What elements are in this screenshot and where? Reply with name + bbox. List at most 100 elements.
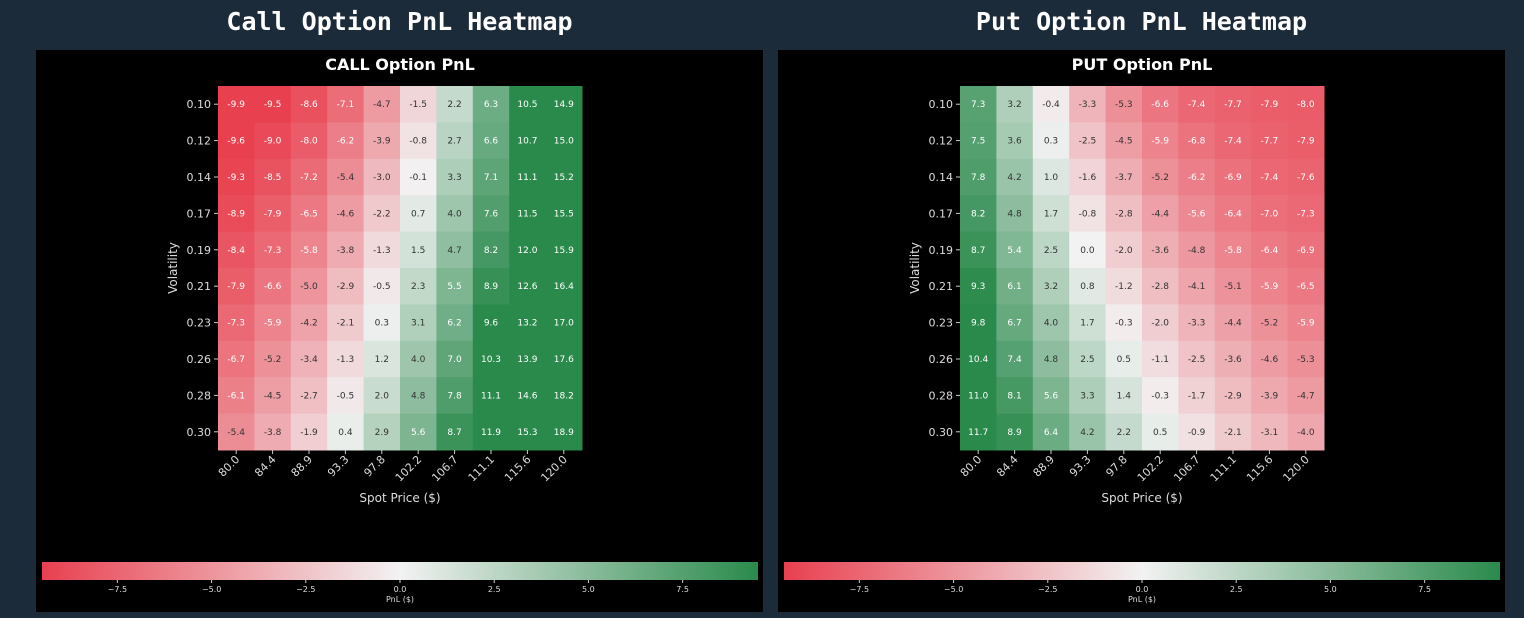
- put-heatmap-cell: [1142, 158, 1179, 196]
- call-heatmap-cell: [545, 377, 583, 415]
- call-x-tick-label: 80.0: [216, 453, 243, 480]
- put-heatmap-cell: [1251, 268, 1289, 305]
- call-heatmap-cell: [436, 304, 474, 342]
- call-y-tick-label: 0.17: [187, 207, 212, 220]
- put-heatmap-cell: [960, 377, 997, 415]
- call-x-tick-label: 84.4: [252, 453, 279, 480]
- call-cell-value-label: -9.6: [227, 137, 245, 147]
- call-heatmap-cell: [363, 195, 401, 233]
- call-cell-value-label: 0.4: [338, 428, 353, 438]
- put-heatmap-cell: [1287, 413, 1325, 451]
- call-heatmap-cell: [545, 195, 583, 233]
- put-cell-value-label: 6.1: [1007, 282, 1021, 292]
- put-cell-value-label: -7.4: [1261, 173, 1279, 183]
- put-heatmap-cell: [996, 158, 1034, 196]
- put-heatmap-cell: [1251, 122, 1289, 160]
- call-heatmap-cell: [436, 340, 474, 378]
- put-heatmap-cell: [996, 413, 1034, 451]
- put-cell-value-label: 8.7: [971, 246, 985, 256]
- call-heatmap-cell: [218, 268, 255, 305]
- call-cell-value-label: 17.0: [554, 319, 574, 329]
- put-heatmap-cell: [960, 86, 997, 123]
- call-cell-value-label: -8.5: [264, 173, 282, 183]
- put-x-tick-label: 111.1: [1208, 453, 1239, 484]
- call-heatmap-cell: [400, 268, 437, 305]
- put-heatmap-cell: [1214, 268, 1252, 305]
- put-cell-value-label: 5.6: [1044, 391, 1059, 401]
- call-heatmap-cell: [509, 195, 547, 233]
- put-colorbar-tick-label: −7.5: [850, 585, 869, 594]
- put-heatmap-cell: [1069, 340, 1107, 378]
- put-colorbar-label: PnL ($): [1128, 595, 1156, 604]
- call-y-tick-label: 0.30: [187, 426, 212, 439]
- put-heatmap-cell: [1251, 413, 1289, 451]
- put-heatmap-cell: [1032, 413, 1070, 451]
- call-heatmap-cell: [290, 413, 328, 451]
- put-section-title: Put Option PnL Heatmap: [975, 7, 1308, 36]
- put-heatmap-cell: [1251, 86, 1289, 123]
- put-heatmap-cell: [1032, 304, 1070, 342]
- put-heatmap-cell: [1069, 268, 1107, 305]
- put-heatmap-cell: [1069, 158, 1107, 196]
- call-heatmap-cell: [327, 377, 365, 415]
- put-heatmap-cell: [1178, 158, 1216, 196]
- put-heatmap-cell: [1251, 195, 1289, 233]
- put-cell-value-label: -5.9: [1297, 319, 1315, 329]
- call-cell-value-label: -6.7: [227, 355, 245, 365]
- call-cell-value-label: 13.2: [517, 319, 537, 329]
- call-cell-value-label: -6.5: [300, 209, 318, 219]
- put-cell-value-label: -4.1: [1188, 282, 1206, 292]
- put-cell-value-label: -5.8: [1224, 246, 1242, 256]
- put-cell-value-label: 4.2: [1080, 428, 1094, 438]
- put-heatmap-cell: [1287, 86, 1325, 123]
- put-x-axis-label: Spot Price ($): [1101, 491, 1182, 505]
- call-heatmap-cell: [254, 413, 292, 451]
- put-heatmap-cell: [996, 122, 1034, 160]
- put-cell-value-label: 1.4: [1117, 391, 1132, 401]
- call-heatmap-cell: [472, 231, 510, 269]
- call-heatmap-cell: [254, 122, 292, 160]
- put-cell-value-label: -5.3: [1115, 100, 1133, 110]
- put-cell-value-label: -3.1: [1261, 428, 1279, 438]
- call-heatmap-cell: [327, 195, 365, 233]
- call-heatmap-cell: [509, 231, 547, 269]
- put-colorbar-tick-label: 2.5: [1230, 585, 1243, 594]
- call-cell-value-label: 8.2: [484, 246, 498, 256]
- call-heatmap-cell: [254, 377, 292, 415]
- put-heatmap-cell: [1178, 122, 1216, 160]
- call-heatmap-cell: [472, 195, 510, 233]
- call-heatmap-cell: [400, 122, 437, 160]
- call-colorbar-label: PnL ($): [386, 595, 414, 604]
- call-heatmap-cell: [400, 158, 437, 196]
- call-cell-value-label: 1.5: [411, 246, 425, 256]
- put-heatmap-cell: [1142, 122, 1179, 160]
- put-heatmap-cell: [960, 413, 997, 451]
- put-cell-value-label: 3.3: [1080, 391, 1094, 401]
- call-heatmap-cell: [436, 413, 474, 451]
- call-heatmap-cell: [545, 158, 583, 196]
- call-heatmap-cell: [400, 340, 437, 378]
- put-heatmap-cell: [1032, 340, 1070, 378]
- put-cell-value-label: -7.3: [1297, 209, 1315, 219]
- put-heatmap-cell: [1069, 122, 1107, 160]
- put-y-tick-label: 0.28: [929, 389, 954, 402]
- put-heatmap-cell: [1142, 340, 1179, 378]
- put-heatmap-cell: [1069, 86, 1107, 123]
- call-y-tick-label: 0.23: [187, 317, 212, 330]
- call-cell-value-label: -2.9: [337, 282, 355, 292]
- put-heatmap-cell: [1287, 195, 1325, 233]
- put-cell-value-label: -4.5: [1115, 137, 1133, 147]
- put-cell-value-label: -0.8: [1079, 209, 1097, 219]
- put-cell-value-label: 0.0: [1080, 246, 1095, 256]
- call-cell-value-label: 15.9: [554, 246, 574, 256]
- put-cell-value-label: -8.0: [1297, 100, 1315, 110]
- put-heatmap-cell: [1251, 304, 1289, 342]
- call-y-tick-label: 0.14: [187, 171, 212, 184]
- call-heatmap-cell: [436, 377, 474, 415]
- put-cell-value-label: 1.7: [1080, 319, 1094, 329]
- put-heatmap-cell: [1287, 231, 1325, 269]
- call-heatmap-cell: [472, 413, 510, 451]
- call-cell-value-label: 6.3: [484, 100, 498, 110]
- put-y-tick-label: 0.10: [929, 98, 954, 111]
- put-cell-value-label: 3.2: [1007, 100, 1021, 110]
